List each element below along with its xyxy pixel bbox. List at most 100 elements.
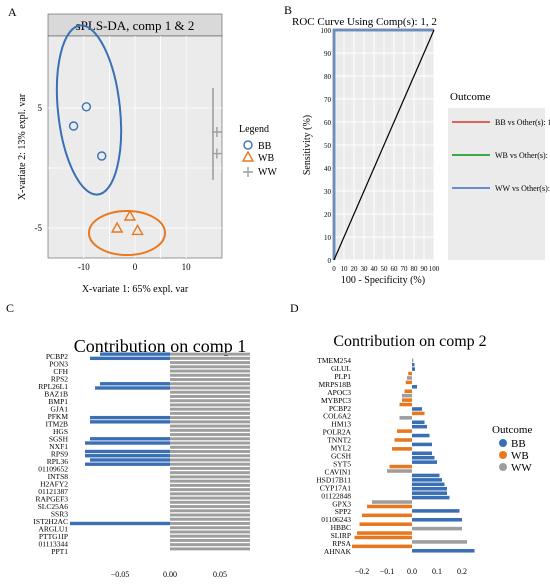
roc-xtick-label: 0: [332, 265, 336, 273]
contrib2-gene-label: RPSA: [332, 539, 351, 548]
roc-ytick-label: 40: [324, 165, 332, 173]
contrib1-bar-ww: [170, 496, 250, 500]
contrib1-bar-ww: [170, 437, 250, 441]
contrib1-bar-ww: [170, 466, 250, 470]
wb-point: [123, 209, 137, 221]
roc-xtick-label: 80: [411, 265, 419, 273]
contrib2-bar-bb: [412, 451, 432, 456]
contrib2-bar-ww: [399, 416, 412, 420]
contrib1-bar-ww: [170, 513, 250, 517]
bb-point: [68, 121, 79, 131]
contrib2-bar-bb: [412, 385, 417, 389]
contrib1-bar-ww: [170, 403, 250, 407]
contrib2-gene-label: CAVIN1: [324, 467, 351, 476]
contrib2-bar-wb: [397, 429, 412, 433]
contrib2-bar-ww: [412, 526, 462, 531]
contrib1-bar-ww: [170, 450, 250, 453]
contrib-comp1-panel: Contribution on comp 1 PCBP2PON3CFHRPS2R…: [33, 336, 250, 579]
contrib1-bar-ww: [170, 441, 250, 445]
roc-ytick-label: 50: [324, 142, 332, 150]
contrib2-gene-label: HM13: [331, 420, 351, 429]
contrib1-bar-ww: [170, 543, 250, 547]
contrib1-bar-ww: [170, 521, 250, 525]
contrib1-gene-label: RPL36: [47, 457, 69, 466]
roc-xtick-label: 50: [381, 265, 389, 273]
contrib2-gene-label: HBBC: [331, 523, 351, 532]
contrib1-bar-ww: [170, 373, 250, 377]
roc-xtick-label: 40: [371, 265, 379, 273]
contrib1-bar-ww: [170, 505, 250, 509]
contrib2-bar-bb: [412, 407, 422, 411]
contrib2-legend-bb: BB: [511, 438, 526, 450]
contrib2-legend-ww-dot: [499, 463, 507, 471]
contrib2-gene-label: MRPS18B: [318, 380, 351, 389]
contrib1-bar-bb: [85, 441, 170, 445]
contrib2-gene-label: POLR2A: [323, 428, 352, 437]
contrib2-gene-label: SPP2: [335, 507, 352, 516]
roc-xtick-label: 20: [351, 265, 359, 273]
contrib1-gene-label: PFKM: [48, 412, 69, 421]
contrib2-legend-title: Outcome: [492, 424, 532, 436]
contrib2-bar-wb: [404, 389, 412, 394]
roc-ytick-label: 30: [324, 188, 332, 196]
contrib1-gene-label: PPT1: [51, 547, 68, 556]
contrib2-xtick-label: −0.2: [355, 567, 370, 576]
bb-point: [97, 151, 107, 161]
contrib1-gene-label: ARGLU1: [38, 525, 68, 534]
contrib1-gene-label: RAPGEF3: [35, 495, 68, 504]
contrib1-bar-ww: [170, 458, 250, 462]
contrib2-gene-label: 01122848: [321, 491, 351, 500]
contrib2-ticks: −0.2 −0.1 0.0 0.1 0.2: [355, 567, 467, 576]
contrib2-bar-bb: [412, 455, 435, 460]
contrib2-bar-ww: [402, 393, 412, 398]
contrib2-bar-wb: [359, 522, 412, 526]
legend-wb-label: WB: [258, 153, 274, 164]
contrib2-gene-label: HSD17B11: [316, 475, 351, 484]
splsda-legend: Legend BB WB WW: [239, 124, 277, 178]
contrib2-bar-bb: [412, 460, 437, 464]
contrib1-bar-ww: [170, 492, 250, 496]
contrib2-legend-bb-dot: [499, 439, 507, 447]
splsda-points: [68, 102, 222, 236]
roc-legend-bb-label: BB vs Other(s): 1: [495, 118, 550, 127]
contrib2-legend-ww: WW: [511, 462, 532, 474]
ww-point: [211, 148, 222, 159]
roc-title: ROC Curve Using Comp(s): 1, 2: [292, 16, 437, 28]
contrib2-bar-wb: [399, 402, 412, 407]
roc-line-ww: [332, 28, 434, 260]
roc-ylabel: Sensitivity (%): [302, 115, 313, 175]
contrib2-bar-bb: [412, 442, 432, 447]
splsda-title: sPLS-DA, comp 1 & 2: [76, 18, 195, 33]
contrib1-bar-bb: [100, 352, 170, 356]
contrib1-gene-label: RPL26L1: [38, 382, 68, 391]
splsda-ytick-label: -5: [35, 223, 43, 233]
contrib1-bar-ww: [170, 526, 250, 530]
contrib1-bar-ww: [170, 411, 250, 415]
contrib1-bar-bb: [100, 382, 170, 386]
splsda-xtick-label: -10: [78, 262, 90, 272]
contrib2-gene-label: GPX3: [332, 499, 351, 508]
contrib1-gene-label: RPS2: [51, 375, 68, 384]
contrib1-gene-label: CFH: [53, 367, 68, 376]
contrib1-bar-ww: [170, 382, 250, 386]
contrib1-bar-ww: [170, 483, 250, 487]
contrib2-xtick-label: 0.0: [407, 567, 417, 576]
contrib1-gene-label: 01113344: [39, 540, 69, 549]
contrib1-bar-ww: [170, 407, 250, 411]
roc-xtick-label: 70: [401, 265, 409, 273]
contrib1-gene-label: PTTG1IP: [39, 532, 68, 541]
roc-ticks: 0 10 20 30 40 50 60 70 80 90 100010203040506070809…: [321, 27, 440, 273]
roc-ytick-label: 20: [324, 211, 332, 219]
contrib1-xtick-label: −0.05: [111, 570, 130, 579]
contrib1-gene-label: HGS: [53, 427, 68, 436]
roc-ytick-label: 10: [324, 234, 332, 242]
contrib1-bar-ww: [170, 471, 250, 475]
contrib1-bar-bb: [70, 521, 170, 526]
roc-legend-bg: [448, 108, 545, 260]
roc-ytick-label: 100: [321, 27, 332, 35]
contrib1-gene-label: 01109652: [38, 465, 68, 474]
contrib2-gene-label: TMEM254: [317, 356, 351, 365]
panel-label-c: C: [6, 301, 14, 315]
contrib1-bar-bb: [85, 462, 170, 466]
roc-xtick-label: 10: [341, 265, 349, 273]
